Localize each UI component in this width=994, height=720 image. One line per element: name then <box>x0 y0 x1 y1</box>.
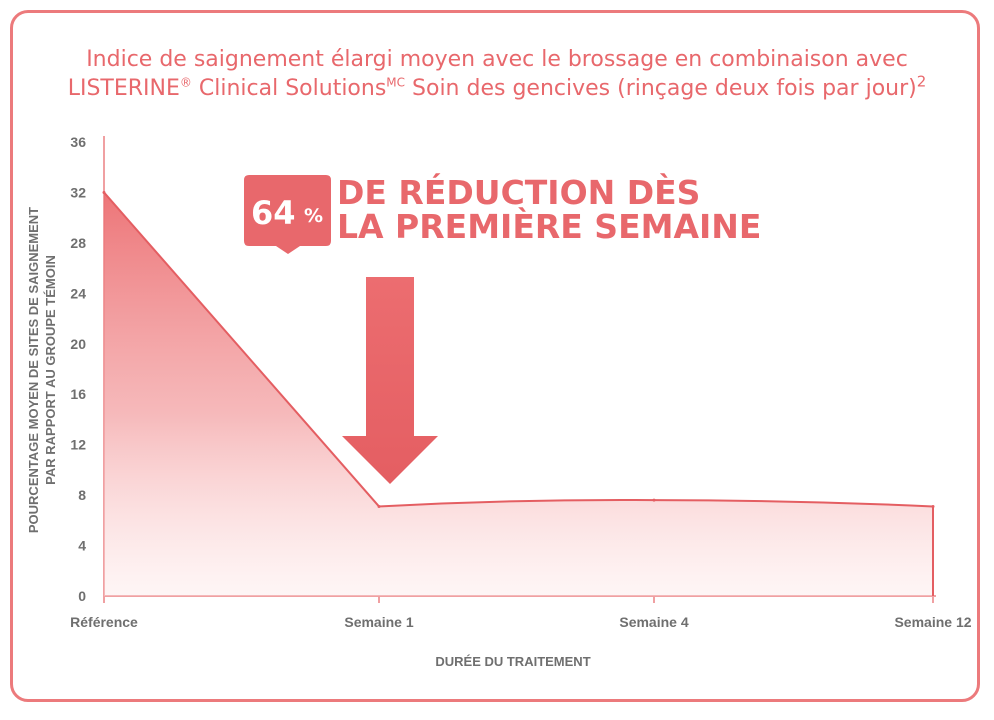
y-ticks: 0 4 8 12 16 20 24 28 32 36 <box>70 134 86 604</box>
y-tick-label: 20 <box>70 336 86 352</box>
y-tick-label: 24 <box>70 285 86 301</box>
data-point-3 <box>931 504 935 508</box>
y-tick-label: 0 <box>78 588 86 604</box>
title-registered-mark: ® <box>179 75 192 90</box>
x-tick-label: Référence <box>70 614 138 630</box>
title-mc-mark: MC <box>386 75 406 90</box>
x-tick-label: Semaine 1 <box>344 614 413 630</box>
chart-frame <box>10 10 980 702</box>
y-tick-label: 12 <box>70 437 86 453</box>
badge-shape <box>244 175 331 254</box>
data-point-0 <box>102 190 106 194</box>
badge-value: 64 <box>251 194 296 232</box>
y-tick-label: 28 <box>70 235 86 251</box>
y-axis-label-line2: PAR RAPPORT AU GROUPE TÉMOIN <box>43 255 58 485</box>
chart-title-line2: LISTERINE® Clinical SolutionsMC Soin des… <box>20 72 974 103</box>
callout-line1: DE RÉDUCTION DÈS <box>337 172 700 212</box>
data-point-2 <box>652 498 656 502</box>
y-tick-label: 4 <box>78 538 86 554</box>
chart-title-line1: Indice de saignement élargi moyen avec l… <box>86 47 908 72</box>
title-brand: LISTERINE <box>67 76 180 101</box>
area-layer <box>102 190 935 596</box>
data-point-1 <box>377 504 381 508</box>
y-tick-label: 16 <box>70 386 86 402</box>
down-arrow <box>342 277 438 484</box>
title-product: Clinical Solutions <box>191 76 387 101</box>
series-area <box>104 192 933 596</box>
x-tick-label: Semaine 12 <box>894 614 971 630</box>
badge-unit: % <box>304 205 323 227</box>
y-tick-label: 32 <box>70 184 86 200</box>
y-axis-label-line1: POURCENTAGE MOYEN DE SITES DE SAIGNEMENT <box>26 207 41 533</box>
x-tick-label: Semaine 4 <box>619 614 688 630</box>
x-axis-label: DURÉE DU TRAITEMENT <box>435 654 590 669</box>
reduction-badge: 64 % <box>244 175 331 254</box>
callout-line2: LA PREMIÈRE SEMAINE <box>337 206 761 246</box>
title-reference: 2 <box>916 72 927 91</box>
title-rest: Soin des gencives (rinçage deux fois par… <box>405 76 917 101</box>
y-tick-label: 8 <box>78 487 86 503</box>
x-ticks: Référence Semaine 1 Semaine 4 Semaine 12 <box>70 596 972 630</box>
y-tick-label: 36 <box>70 134 86 150</box>
